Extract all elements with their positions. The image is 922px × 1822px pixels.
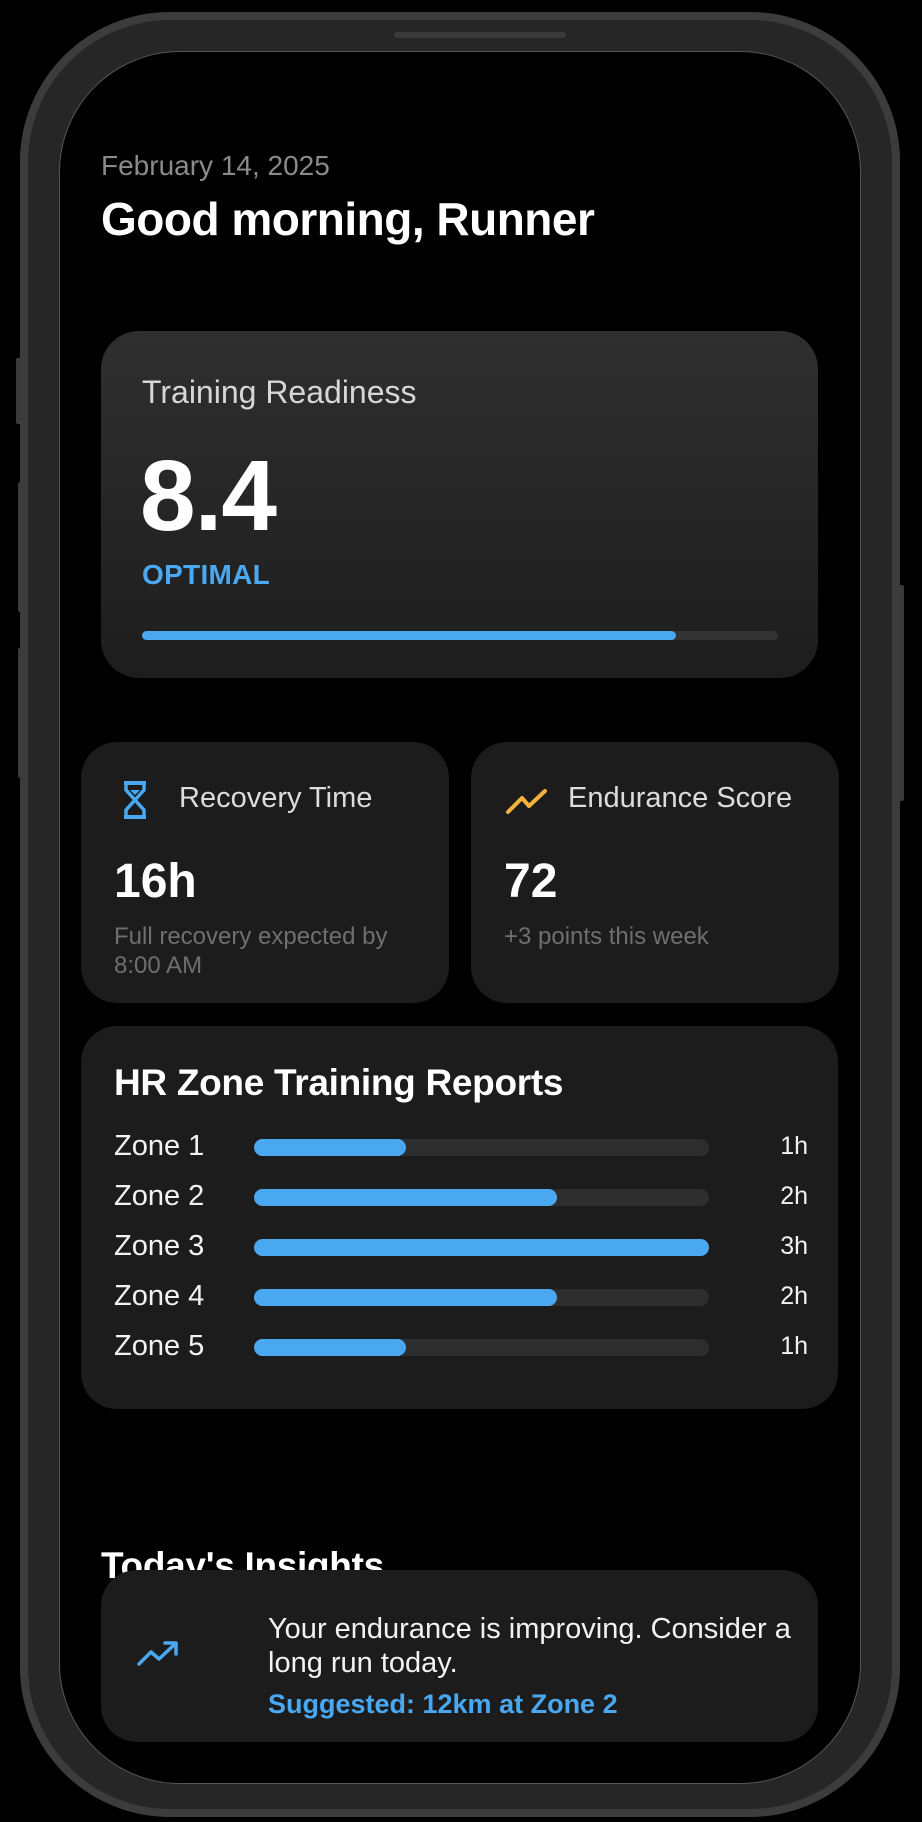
insight-suggestion[interactable]: Suggested: 12km at Zone 2 xyxy=(268,1689,618,1719)
page-title: Good morning, Runner xyxy=(101,193,595,245)
trend-line-icon xyxy=(506,789,547,814)
zone-duration: 1h xyxy=(780,1332,808,1360)
endurance-value: 72 xyxy=(504,855,558,908)
screen: February 14, 2025 Good morning, Runner T… xyxy=(60,52,860,1783)
recovery-subtitle: Full recovery expected by 8:00 AM xyxy=(114,923,388,979)
endurance-title: Endurance Score xyxy=(568,782,793,814)
zone-label: Zone 1 xyxy=(114,1130,205,1162)
hourglass-icon xyxy=(124,781,146,819)
power-button xyxy=(898,585,904,801)
readiness-label: Training Readiness xyxy=(142,374,417,410)
zone-bar-track xyxy=(254,1239,709,1256)
zone-row: Zone 3 3h xyxy=(114,1226,808,1266)
zone-label: Zone 4 xyxy=(114,1280,205,1312)
readiness-status-badge: OPTIMAL xyxy=(142,559,271,590)
zone-label: Zone 2 xyxy=(114,1180,205,1212)
hr-zone-reports-card[interactable]: HR Zone Training Reports Zone 1 1h Zone … xyxy=(81,1026,838,1409)
zone-row: Zone 4 2h xyxy=(114,1276,808,1316)
zone-label: Zone 3 xyxy=(114,1230,205,1262)
readiness-progress-bar xyxy=(142,631,778,640)
zone-duration: 2h xyxy=(780,1282,808,1310)
zone-bar-fill xyxy=(254,1339,406,1356)
zone-bar-track xyxy=(254,1289,709,1306)
recovery-value: 16h xyxy=(114,855,197,908)
zone-duration: 3h xyxy=(780,1232,808,1260)
insight-message: Your endurance is improving. Consider a … xyxy=(268,1613,791,1679)
date-label: February 14, 2025 xyxy=(101,150,330,181)
zone-row: Zone 5 1h xyxy=(114,1326,808,1366)
insight-card[interactable]: Your endurance is improving. Consider a … xyxy=(101,1570,818,1742)
zone-duration: 2h xyxy=(780,1182,808,1210)
zone-bar-track xyxy=(254,1339,709,1356)
zone-bar-fill xyxy=(254,1139,406,1156)
recovery-title: Recovery Time xyxy=(179,782,373,814)
endurance-score-card[interactable]: Endurance Score 72 +3 points this week xyxy=(471,742,839,1003)
hr-zones-title: HR Zone Training Reports xyxy=(114,1062,564,1103)
action-button xyxy=(16,358,22,424)
training-readiness-card[interactable]: Training Readiness 8.4 OPTIMAL xyxy=(101,331,818,678)
trending-up-icon xyxy=(137,1641,178,1666)
zone-bar-track xyxy=(254,1189,709,1206)
speaker-grille xyxy=(394,32,566,38)
zone-row: Zone 1 1h xyxy=(114,1126,808,1166)
zone-duration: 1h xyxy=(780,1132,808,1160)
readiness-progress-fill xyxy=(142,631,677,640)
readiness-score: 8.4 xyxy=(140,440,277,552)
zone-label: Zone 5 xyxy=(114,1330,205,1362)
zone-bar-fill xyxy=(254,1239,709,1256)
zone-bar-fill xyxy=(254,1189,558,1206)
zone-bar-track xyxy=(254,1139,709,1156)
recovery-time-card[interactable]: Recovery Time 16h Full recovery expected… xyxy=(81,742,449,1003)
zone-bar-fill xyxy=(254,1289,558,1306)
zone-row: Zone 2 2h xyxy=(114,1176,808,1216)
endurance-subtitle: +3 points this week xyxy=(504,923,709,950)
